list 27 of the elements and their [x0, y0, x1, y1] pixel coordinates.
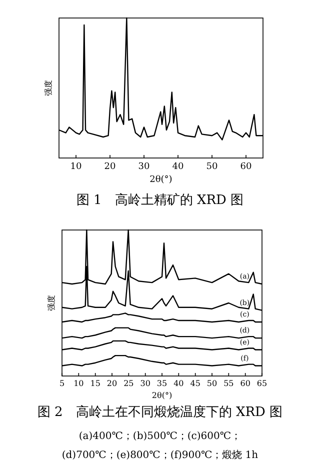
x-tick-label: 45	[190, 379, 200, 388]
text: (a)400℃；(b)500℃；(c)600℃；	[78, 431, 242, 442]
y-axis-title: 强度	[47, 295, 56, 311]
text: (d)700℃；(e)800℃；(f)900℃；煅烧 1h	[62, 449, 259, 461]
x-tick-label: 30	[140, 379, 150, 388]
x-tick-label: 20	[104, 162, 116, 172]
x-tick-label: 35	[156, 379, 168, 388]
x-tick-label: 40	[172, 162, 184, 172]
caption: 图 1 高岭土精矿的 XRD 图	[76, 192, 244, 208]
x-tick-label: 55	[224, 379, 234, 388]
x-tick-label: 60	[240, 379, 250, 388]
caption: 图 2 高岭土在不同煅烧温度下的 XRD 图	[37, 404, 283, 420]
x-tick-label: 40	[174, 379, 184, 388]
x-tick-label: 20	[106, 379, 118, 388]
x-tick-label: 50	[206, 379, 218, 388]
x-tick-label: 15	[90, 379, 100, 388]
x-tick-label: 50	[206, 162, 218, 172]
x-axis-title: 2θ(°)	[152, 391, 172, 400]
y-axis-title: 强度	[44, 80, 53, 96]
x-tick-label: 5	[59, 379, 65, 388]
x-tick-label: 30	[138, 162, 150, 172]
x-tick-label: 65	[256, 379, 268, 388]
x-tick-label: 10	[70, 162, 82, 172]
x-tick-label: 60	[240, 162, 252, 172]
x-tick-label: 10	[74, 379, 84, 388]
x-tick-label: 25	[124, 379, 134, 388]
x-axis-title: 2θ(°)	[150, 175, 172, 185]
